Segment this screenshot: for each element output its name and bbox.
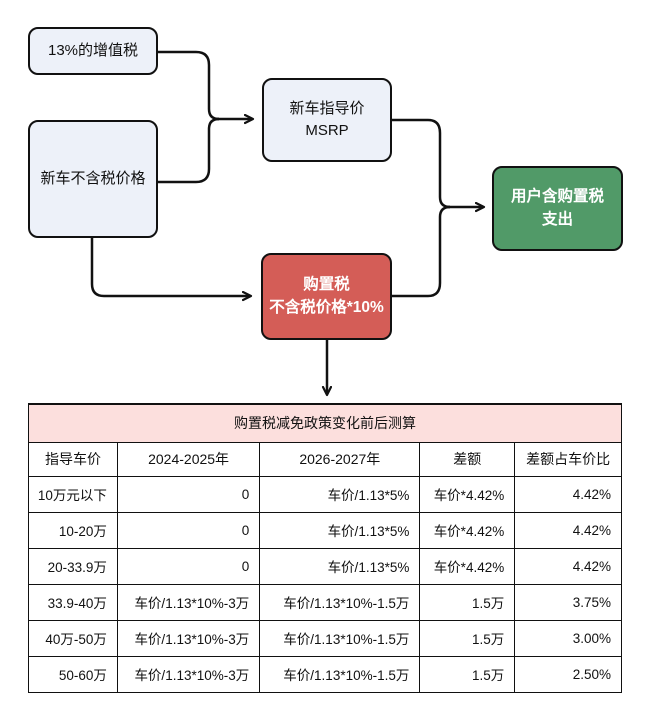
- cell-2026-2027: 车价/1.13*5%: [259, 547, 421, 585]
- cell-price-range: 50-60万: [28, 655, 118, 693]
- table-row: 20-33.9万 0 车价/1.13*5% 车价*4.42% 4.42%: [28, 547, 622, 585]
- table-row: 33.9-40万 车价/1.13*10%-3万 车价/1.13*10%-1.5万…: [28, 583, 622, 621]
- cell-ratio: 4.42%: [514, 547, 622, 585]
- cell-difference: 1.5万: [419, 583, 516, 621]
- cell-price-range: 20-33.9万: [28, 547, 118, 585]
- header-difference-ratio: 差额占车价比: [514, 441, 622, 477]
- cell-difference: 1.5万: [419, 619, 516, 657]
- connector-pretax-to-msrp: [158, 117, 220, 184]
- cell-2024-2025: 0: [116, 547, 261, 585]
- cell-2026-2027: 车价/1.13*5%: [259, 475, 421, 513]
- cell-ratio: 3.75%: [514, 583, 622, 621]
- table-row: 10-20万 0 车价/1.13*5% 车价*4.42% 4.42%: [28, 511, 622, 549]
- tax-policy-table: 购置税减免政策变化前后测算 指导车价 2024-2025年 2026-2027年…: [28, 403, 622, 693]
- connector-tax-to-user: [392, 205, 451, 298]
- cell-difference: 车价*4.42%: [419, 511, 516, 549]
- cell-ratio: 3.00%: [514, 619, 622, 657]
- cell-2026-2027: 车价/1.13*5%: [259, 511, 421, 549]
- cell-difference: 1.5万: [419, 655, 516, 693]
- header-2026-2027: 2026-2027年: [259, 441, 421, 477]
- header-2024-2025: 2024-2025年: [116, 441, 261, 477]
- cell-2024-2025: 0: [116, 475, 261, 513]
- cell-price-range: 33.9-40万: [28, 583, 118, 621]
- table-title-row: 购置税减免政策变化前后测算: [28, 403, 622, 443]
- connector-vat-to-msrp: [158, 50, 220, 121]
- cell-2026-2027: 车价/1.13*10%-1.5万: [259, 655, 421, 693]
- cell-difference: 车价*4.42%: [419, 475, 516, 513]
- connector-pretax-to-tax: [90, 238, 250, 296]
- table-row: 10万元以下 0 车价/1.13*5% 车价*4.42% 4.42%: [28, 475, 622, 513]
- cell-ratio: 2.50%: [514, 655, 622, 693]
- cell-price-range: 10-20万: [28, 511, 118, 549]
- purchase-tax-line1: 购置税: [303, 276, 350, 294]
- purchase-tax-box: 购置税 不含税价格*10%: [261, 253, 392, 340]
- header-difference: 差额: [419, 441, 516, 477]
- table-row: 50-60万 车价/1.13*10%-3万 车价/1.13*10%-1.5万 1…: [28, 655, 622, 693]
- table-title: 购置税减免政策变化前后测算: [28, 403, 622, 443]
- user-cost-line2: 支出: [541, 210, 573, 228]
- cell-2026-2027: 车价/1.13*10%-1.5万: [259, 583, 421, 621]
- connector-msrp-to-user: [392, 118, 451, 209]
- cell-2026-2027: 车价/1.13*10%-1.5万: [259, 619, 421, 657]
- cell-2024-2025: 车价/1.13*10%-3万: [116, 583, 261, 621]
- cell-price-range: 40万-50万: [28, 619, 118, 657]
- cell-difference: 车价*4.42%: [419, 547, 516, 585]
- table-row: 40万-50万 车价/1.13*10%-3万 车价/1.13*10%-1.5万 …: [28, 619, 622, 657]
- header-guide-price: 指导车价: [28, 441, 118, 477]
- msrp-box: 新车指导价 MSRP: [262, 78, 392, 162]
- purchase-tax-line2: 不含税价格*10%: [269, 298, 384, 316]
- cell-2024-2025: 车价/1.13*10%-3万: [116, 655, 261, 693]
- msrp-line1: 新车指导价: [289, 100, 365, 118]
- cell-2024-2025: 0: [116, 511, 261, 549]
- pretax-price-box: 新车不含税价格: [28, 120, 158, 238]
- cell-ratio: 4.42%: [514, 511, 622, 549]
- cell-price-range: 10万元以下: [28, 475, 118, 513]
- user-cost-box: 用户含购置税 支出: [492, 166, 623, 251]
- pretax-price-label: 新车不含税价格: [40, 170, 146, 188]
- vat-box: 13%的增值税: [28, 27, 158, 75]
- cell-ratio: 4.42%: [514, 475, 622, 513]
- user-cost-line1: 用户含购置税: [510, 188, 604, 206]
- table-header-row: 指导车价 2024-2025年 2026-2027年 差额 差额占车价比: [28, 441, 622, 477]
- msrp-line2: MSRP: [305, 122, 349, 139]
- cell-2024-2025: 车价/1.13*10%-3万: [116, 619, 261, 657]
- vat-box-label: 13%的增值税: [47, 42, 139, 60]
